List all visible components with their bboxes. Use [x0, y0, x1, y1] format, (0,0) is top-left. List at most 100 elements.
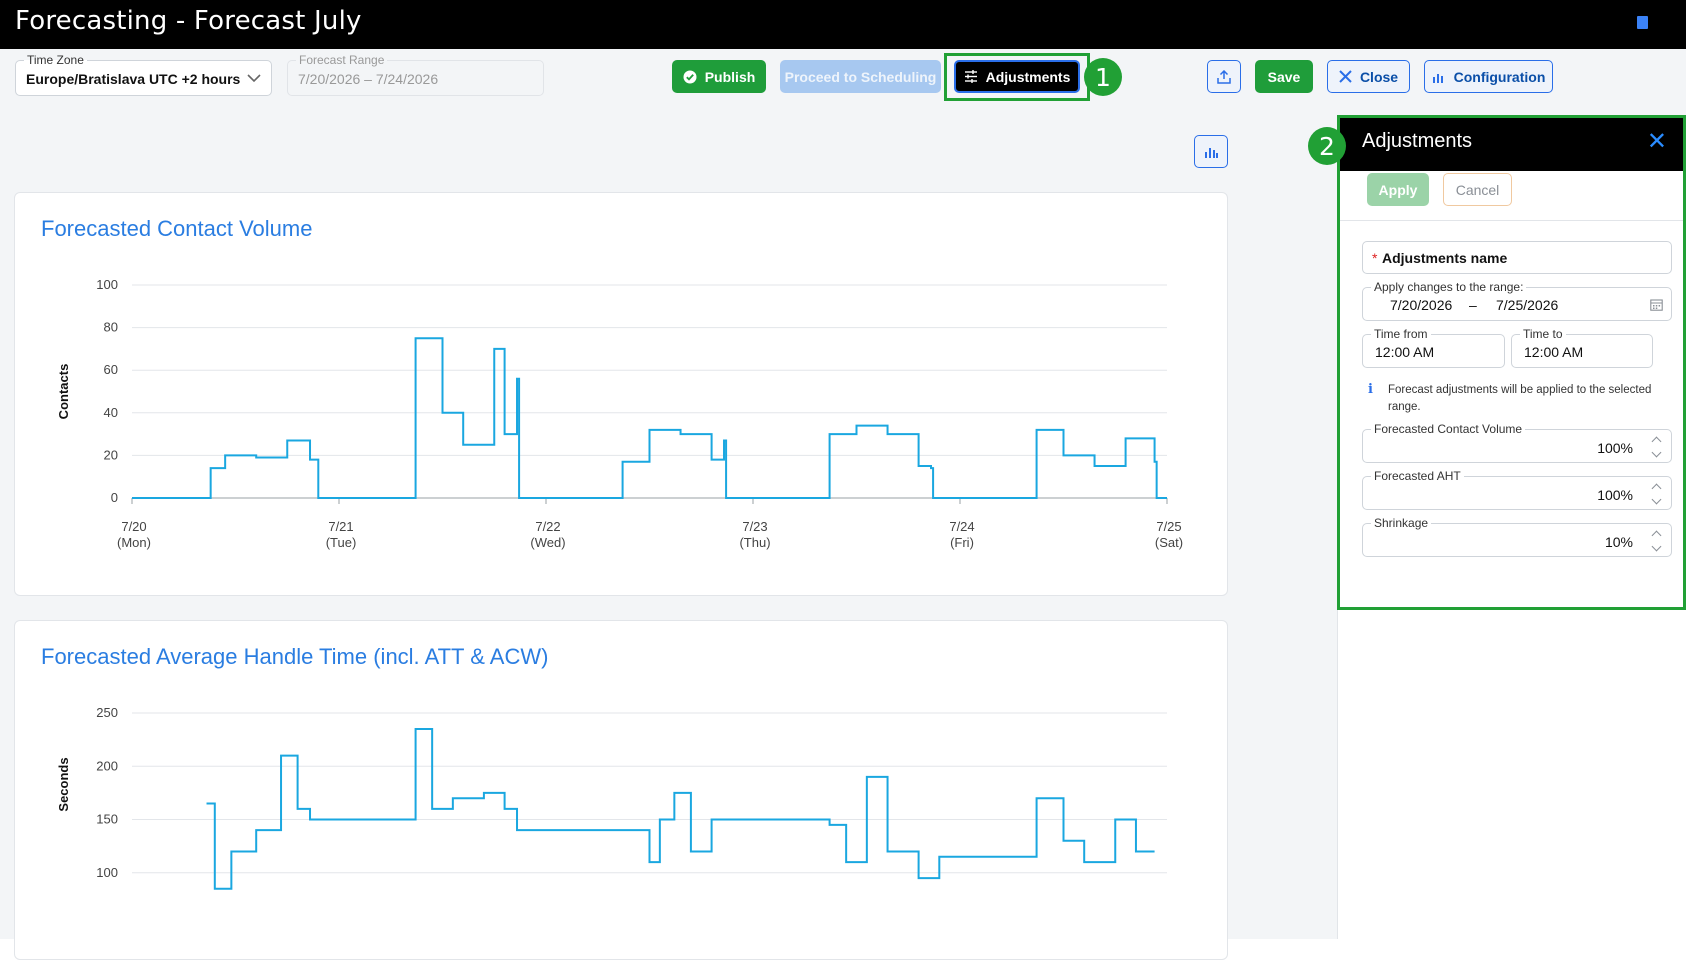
info-text: Forecast adjustments will be applied to …	[1388, 384, 1652, 413]
x-tick-label: (Wed)	[530, 535, 565, 550]
adjustments-label: Adjustments	[985, 68, 1071, 85]
close-icon	[1339, 70, 1352, 83]
y-tick-label: 20	[104, 447, 118, 462]
shrinkage-value: 10%	[1604, 534, 1633, 550]
apply-button[interactable]: Apply	[1367, 173, 1429, 206]
contact-volume-card: Forecasted Contact Volume 100 80 60 40 20 0 Co…	[14, 192, 1228, 596]
annotation-badge-2: 2	[1308, 127, 1346, 165]
x-tick-label: (Tue)	[326, 535, 357, 550]
y-tick-label: 0	[111, 490, 118, 505]
x-tick-label: (Thu)	[739, 535, 770, 550]
time-from-value: 12:00 AM	[1375, 344, 1435, 360]
export-button[interactable]	[1207, 60, 1241, 93]
adjustments-button[interactable]: Adjustments	[954, 60, 1080, 93]
y-axis-label: Seconds	[56, 757, 71, 811]
y-tick-label: 100	[96, 865, 118, 880]
y-tick-label: 100	[96, 277, 118, 292]
aht-label: Forecasted AHT	[1371, 469, 1464, 483]
series-line	[206, 727, 1155, 890]
chevron-down-icon	[247, 74, 261, 83]
aht-percent-input[interactable]: Forecasted AHT 100%	[1362, 469, 1672, 510]
cancel-button[interactable]: Cancel	[1443, 173, 1512, 206]
contact-volume-percent-input[interactable]: Forecasted Contact Volume 100%	[1362, 422, 1672, 463]
shrinkage-percent-input[interactable]: Shrinkage 10%	[1362, 516, 1672, 557]
timezone-select[interactable]: Time Zone Europe/Bratislava UTC +2 hours	[15, 53, 272, 96]
y-tick-label: 60	[104, 362, 118, 377]
adjustments-panel: Adjustments ✕ Apply Cancel * Adjustments…	[1337, 115, 1686, 939]
required-marker: *	[1372, 250, 1378, 266]
configuration-button[interactable]: Configuration	[1424, 60, 1553, 93]
range-from: 7/20/2026	[1390, 297, 1453, 313]
x-tick-label: 7/25	[1156, 519, 1181, 534]
main-content: Forecasted Contact Volume 100 80 60 40 20 0 Co…	[0, 115, 1340, 960]
apply-label: Apply	[1378, 181, 1418, 198]
y-tick-label: 150	[96, 812, 118, 827]
x-tick-label: 7/24	[949, 519, 974, 534]
forecast-range-field: Forecast Range 7/20/2026 – 7/24/2026	[287, 53, 544, 96]
range-separator: –	[1469, 297, 1477, 313]
configuration-label: Configuration	[1453, 68, 1546, 85]
bar-chart-icon	[1432, 73, 1443, 83]
timezone-label: Time Zone	[24, 53, 87, 67]
aht-chart: 250 200 150 100 Seconds	[56, 705, 1167, 890]
x-tick-label: 7/22	[535, 519, 560, 534]
highlight-adjustments-panel	[1337, 115, 1686, 610]
y-tick-label: 40	[104, 405, 118, 420]
title-bar: Forecasting - Forecast July	[0, 0, 1686, 49]
close-label: Close	[1359, 68, 1399, 85]
aht-card: Forecasted Average Handle Time (incl. AT…	[14, 620, 1228, 960]
y-axis-label: Contacts	[56, 364, 71, 420]
export-icon	[1217, 69, 1231, 84]
panel-header: Adjustments ✕	[1338, 115, 1686, 171]
time-to-value: 12:00 AM	[1524, 344, 1584, 360]
contact-volume-chart: 100 80 60 40 20 0 Contacts 7/20(Mon) 7/21(Tue) 7/…	[56, 277, 1183, 550]
x-tick-label: (Fri)	[950, 535, 974, 550]
toolbar: Time Zone Europe/Bratislava UTC +2 hours…	[0, 49, 1686, 115]
time-from-input[interactable]: Time from 12:00 AM	[1362, 327, 1505, 368]
date-range-input[interactable]: Apply changes to the range: 7/20/2026 – …	[1362, 280, 1672, 321]
proceed-to-scheduling-button[interactable]: Proceed to Scheduling	[780, 60, 941, 93]
fcv-value: 100%	[1597, 440, 1633, 456]
chart-title-contact-volume: Forecasted Contact Volume	[41, 216, 313, 241]
shrinkage-label: Shrinkage	[1371, 516, 1432, 530]
panel-title: Adjustments	[1362, 130, 1473, 152]
aht-value: 100%	[1597, 487, 1633, 503]
sliders-icon	[964, 70, 977, 83]
bar-chart-icon	[1205, 147, 1218, 158]
publish-button[interactable]: Publish	[672, 60, 766, 93]
forecast-range-value: 7/20/2026 – 7/24/2026	[298, 71, 439, 87]
y-tick-label: 80	[104, 320, 118, 335]
publish-label: Publish	[704, 68, 756, 85]
book-icon[interactable]	[1637, 16, 1648, 29]
time-to-input[interactable]: Time to 12:00 AM	[1511, 327, 1653, 368]
chart-title-aht: Forecasted Average Handle Time (incl. AT…	[41, 644, 549, 669]
forecast-range-label: Forecast Range	[296, 53, 388, 67]
save-label: Save	[1267, 68, 1301, 85]
save-button[interactable]: Save	[1255, 60, 1313, 93]
y-tick-label: 250	[96, 705, 118, 720]
range-label: Apply changes to the range:	[1371, 280, 1527, 294]
close-button[interactable]: Close	[1327, 60, 1410, 93]
divider	[1338, 220, 1686, 221]
x-tick-label: 7/20	[121, 519, 146, 534]
timezone-value: Europe/Bratislava UTC +2 hours	[26, 71, 241, 87]
chart-view-button[interactable]	[1194, 135, 1228, 168]
time-from-label: Time from	[1371, 327, 1431, 341]
page-title: Forecasting - Forecast July	[15, 6, 362, 36]
proceed-label: Proceed to Scheduling	[784, 68, 937, 85]
close-icon[interactable]: ✕	[1646, 128, 1667, 155]
x-tick-label: 7/23	[742, 519, 767, 534]
x-tick-label: 7/21	[328, 519, 353, 534]
series-line	[132, 337, 1167, 499]
adjustments-name-label: Adjustments name	[1382, 250, 1508, 266]
adjustments-name-input[interactable]: * Adjustments name	[1362, 241, 1672, 274]
info-icon: i	[1368, 382, 1373, 397]
calendar-icon[interactable]	[1650, 298, 1663, 311]
x-tick-label: (Mon)	[117, 535, 151, 550]
x-tick-label: (Sat)	[1155, 535, 1183, 550]
check-circle-icon	[683, 70, 697, 83]
time-to-label: Time to	[1520, 327, 1566, 341]
cancel-label: Cancel	[1455, 181, 1500, 198]
y-tick-label: 200	[96, 758, 118, 773]
fcv-label: Forecasted Contact Volume	[1371, 422, 1526, 436]
